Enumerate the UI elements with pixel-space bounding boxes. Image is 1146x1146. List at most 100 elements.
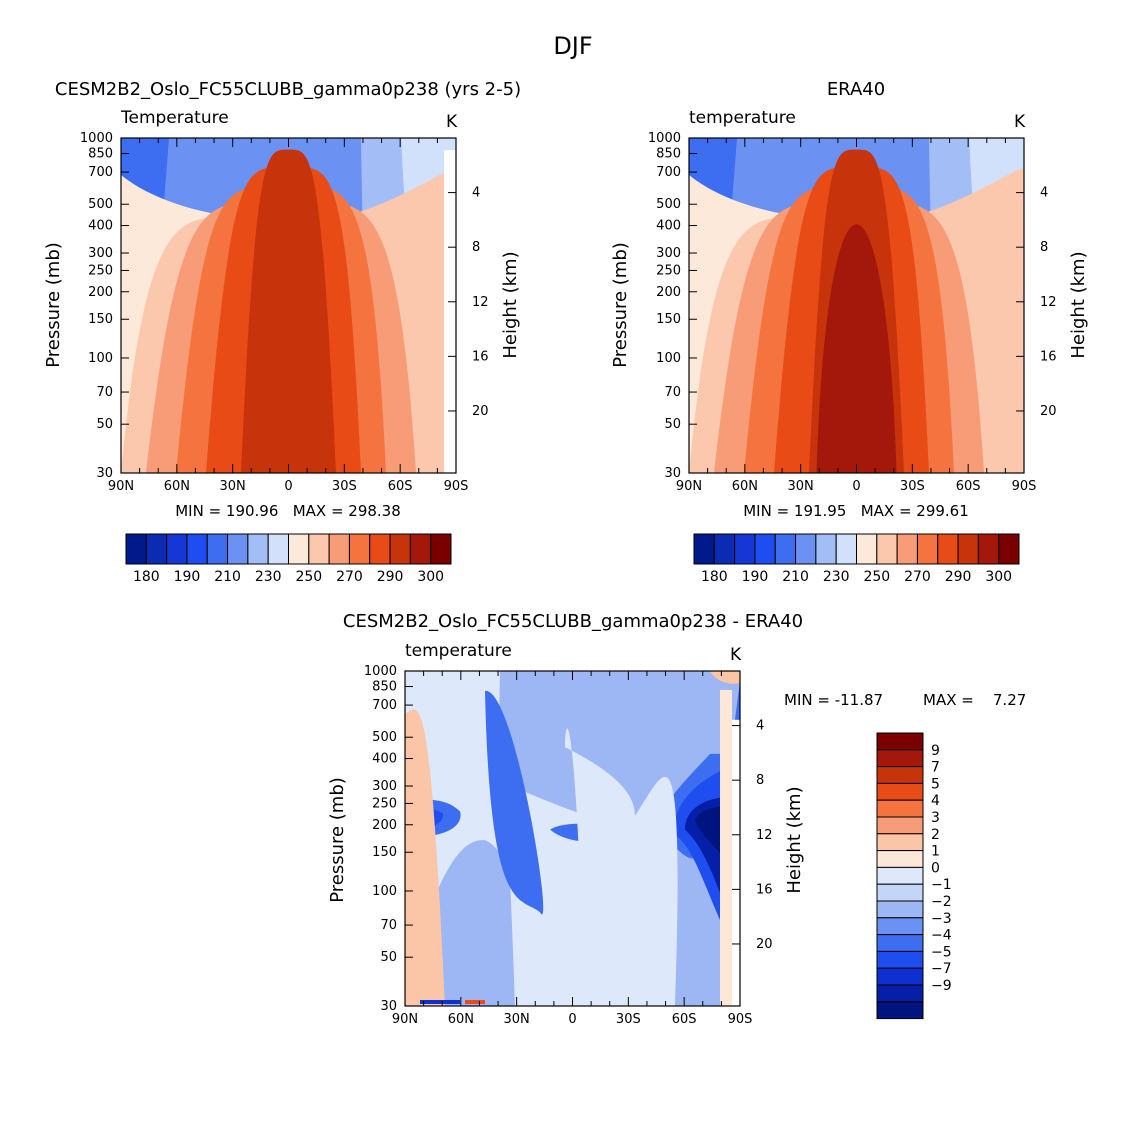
height-tick-label: 20 [756, 937, 773, 952]
panel-model: CESM2B2_Oslo_FC55CLUBB_gamma0p238 (yrs 2… [43, 79, 521, 585]
colorbar-box [937, 533, 959, 565]
colorbar-box [125, 533, 147, 565]
y-tick-label: 400 [372, 752, 397, 767]
colorbar-box [856, 533, 878, 565]
band [732, 719, 740, 1006]
y-tick-label: 70 [96, 385, 113, 400]
colorbar-box [227, 533, 249, 565]
panel-obs-units: K [1014, 112, 1026, 132]
y-tick-label: 100 [88, 351, 113, 366]
colorbar-box [409, 533, 432, 565]
band [502, 834, 518, 864]
colorbar-box [876, 766, 924, 784]
y-tick-label: 400 [88, 219, 113, 234]
colorbar-box [876, 883, 924, 902]
colorbar-box [977, 533, 1000, 565]
panel-model-height-ticks: 4 8 12 16 20 [448, 186, 489, 419]
panel-obs-colorbar: 180 190 210 230 250 270 290 300 [693, 533, 1020, 585]
colorbar-box [348, 533, 371, 565]
colorbar-label: 290 [945, 569, 972, 585]
height-tick-label: 8 [1040, 240, 1048, 255]
colorbar-box [734, 533, 756, 565]
y-tick-label: 200 [88, 285, 113, 300]
height-tick-label: 16 [756, 882, 773, 897]
y-tick-label: 500 [88, 197, 113, 212]
band [565, 728, 678, 1006]
x-tick-label: 0 [284, 479, 292, 494]
height-tick-label: 4 [472, 186, 480, 201]
colorbar-label: 190 [174, 569, 201, 585]
x-tick-label: 60S [956, 479, 981, 494]
colorbar-box [145, 533, 168, 565]
panel-diff-height-ticks: 4 8 12 16 20 [732, 719, 773, 952]
colorbar-box [876, 799, 924, 818]
y-tick-label: 50 [380, 950, 397, 965]
colorbar-label: 3 [931, 810, 940, 826]
band [720, 689, 732, 1006]
x-tick-label: 30N [788, 479, 814, 494]
colorbar-box [308, 533, 330, 565]
panel-diff-ylabel-right: Height (km) [784, 786, 805, 893]
colorbar-label: 270 [904, 569, 931, 585]
colorbar-label: 230 [823, 569, 850, 585]
y-tick-label: 850 [656, 147, 681, 162]
band [485, 690, 544, 915]
colorbar-box [713, 533, 736, 565]
x-tick-label: 30N [504, 1012, 530, 1027]
height-tick-label: 8 [472, 240, 480, 255]
colorbar-box [876, 782, 924, 801]
y-tick-label: 1000 [364, 664, 397, 679]
panel-obs-height-ticks: 4 8 12 16 20 [1016, 186, 1057, 419]
colorbar-box [876, 816, 924, 835]
colorbar-box [876, 833, 924, 852]
x-tick-label: 60N [732, 479, 758, 494]
panel-model-ylabel-right: Height (km) [500, 251, 521, 358]
colorbar-label: 230 [255, 569, 282, 585]
colorbar-box [916, 533, 939, 565]
x-tick-label: 30S [332, 479, 357, 494]
y-tick-label: 500 [656, 197, 681, 212]
y-tick-label: 700 [656, 165, 681, 180]
colorbar-box [876, 934, 924, 952]
y-tick-label: 200 [372, 818, 397, 833]
x-tick-label: 0 [568, 1012, 576, 1027]
colorbar-box [957, 533, 979, 565]
colorbar-label: −4 [931, 928, 952, 944]
colorbar-label: 1 [931, 844, 940, 860]
panel-diff-variable: temperature [405, 641, 512, 661]
height-tick-label: 12 [472, 295, 489, 310]
x-tick-label: 0 [852, 479, 860, 494]
y-tick-label: 850 [88, 147, 113, 162]
colorbar-box [876, 533, 898, 565]
panel-obs-title: ERA40 [827, 79, 885, 100]
panel-model-title: CESM2B2_Oslo_FC55CLUBB_gamma0p238 (yrs 2… [55, 79, 521, 100]
x-tick-label: 30N [220, 479, 246, 494]
colorbar-label: −5 [931, 944, 952, 960]
panel-model-colorbar: 180 190 210 230 250 270 290 300 [125, 533, 452, 585]
y-tick-label: 100 [372, 884, 397, 899]
colorbar-box [206, 533, 229, 565]
colorbar-label: −9 [931, 978, 952, 994]
colorbar-label: 270 [336, 569, 363, 585]
panel-obs-ylabel: Pressure (mb) [610, 242, 631, 368]
colorbar-box [876, 732, 924, 751]
colorbar-box [166, 533, 188, 565]
colorbar-box [835, 533, 857, 565]
panel-obs: ERA40 temperature K 90N 60N 30N 0 30S 60S 90S … [610, 79, 1089, 585]
panel-diff-x-ticks: 90N 60N 30N 0 30S 60S 90S [392, 671, 752, 1027]
y-tick-label: 50 [96, 417, 113, 432]
panel-diff-ylabel: Pressure (mb) [327, 777, 348, 903]
panel-diff-field [405, 671, 740, 1006]
colorbar-label: 2 [931, 827, 940, 843]
panel-obs-field [689, 138, 1024, 473]
colorbar-box [876, 900, 924, 919]
colorbar-label: 250 [295, 569, 322, 585]
colorbar-label: −3 [931, 911, 952, 927]
colorbar-box [998, 533, 1020, 565]
height-tick-label: 4 [756, 719, 764, 734]
y-tick-label: 30 [96, 466, 113, 481]
x-tick-label: 60S [672, 1012, 697, 1027]
figure-title: DJF [553, 32, 592, 60]
